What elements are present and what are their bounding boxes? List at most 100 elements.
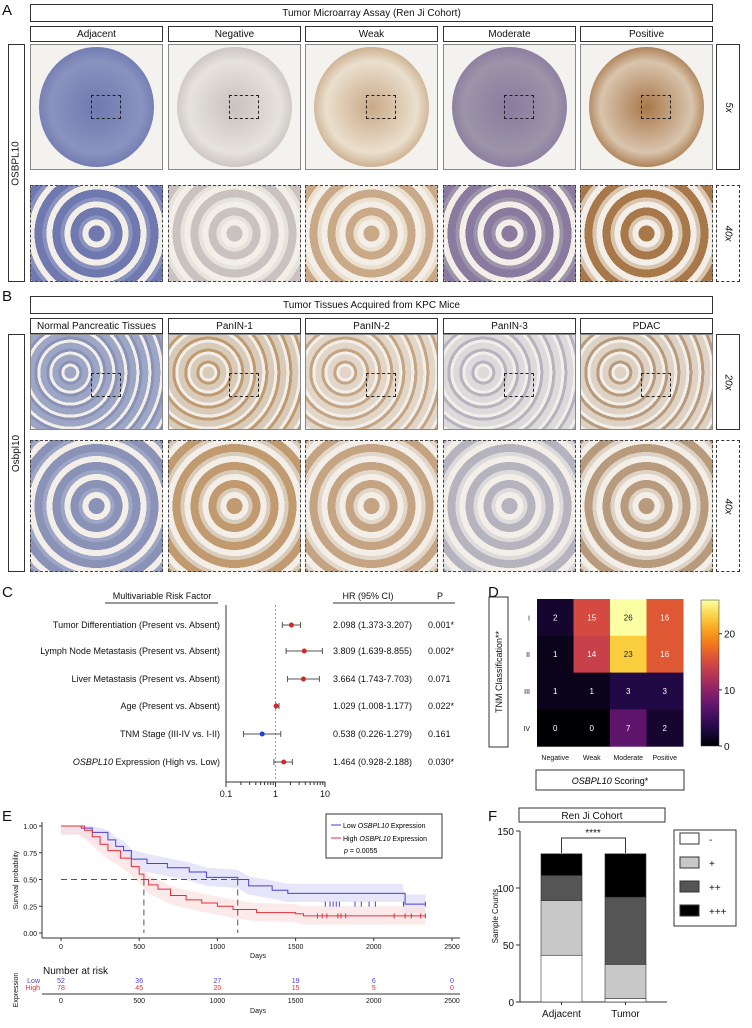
- colorbar: [700, 599, 720, 747]
- x-title-box: [535, 769, 685, 791]
- risk-count: 6: [372, 978, 376, 985]
- x-tick-label: 2000: [366, 944, 382, 951]
- p-value: 0.161: [428, 729, 451, 739]
- magnification-label: 40x: [716, 185, 740, 282]
- legend-swatch: [679, 832, 700, 845]
- magnification-label-text: 40x: [722, 225, 734, 242]
- magnification-label-text: 40x: [722, 497, 734, 515]
- column-header-text: Weak: [358, 28, 385, 40]
- tissue-image-low-mag: [30, 44, 163, 170]
- x-tick-label: 0: [59, 944, 63, 951]
- heatmap-row-label: III: [524, 689, 530, 696]
- column-header-text: PanIN-3: [491, 320, 528, 332]
- forest-header-factor: Multivariable Risk Factor: [113, 591, 212, 601]
- tissue-image-high-mag: [580, 440, 713, 572]
- column-header-text: PDAC: [632, 320, 661, 332]
- tissue-core: [39, 47, 154, 167]
- risk-count: 0: [450, 985, 454, 992]
- heatmap-col-label: Moderate: [613, 755, 643, 762]
- risk-factor-text: Expression (High vs. Low): [113, 757, 220, 767]
- bar-segment: [604, 853, 647, 898]
- risk-factor-text: Age (Present vs. Absent): [120, 701, 220, 711]
- tissue-image-low-mag: [580, 334, 713, 430]
- heatmap-row-label: II: [526, 652, 530, 659]
- zoom-region-box: [228, 373, 259, 398]
- magnification-label: 20x: [716, 334, 740, 430]
- heatmap-cell: [646, 635, 684, 674]
- heatmap-cell-value: 15: [587, 613, 596, 622]
- p-value: 0.030*: [428, 757, 455, 767]
- y-tick-label: 0.50: [23, 878, 37, 885]
- legend-label: High OSBPL10 Expression: [343, 836, 427, 843]
- risk-count: 15: [292, 985, 300, 992]
- hr-value: 1.029 (1.008-1.177): [333, 701, 412, 711]
- y-tick-label: 50: [503, 941, 515, 952]
- heatmap-cell-value: 0: [553, 724, 558, 733]
- risk-count: 52: [57, 978, 65, 985]
- legend-label: ++: [709, 883, 721, 894]
- panel_b-title-text: Tumor Tissues Acquired from KPC Mice: [283, 299, 460, 311]
- bar-segment: [604, 896, 647, 965]
- heatmap-cell-value: 14: [587, 650, 596, 659]
- x-tick-label: 1: [273, 789, 278, 799]
- x-title-text: Scoring*: [612, 776, 649, 786]
- hr-value: 3.809 (1.639-8.855): [333, 646, 412, 656]
- heatmap-cell: [646, 709, 684, 747]
- bar-segment: [604, 998, 647, 1003]
- hr-point: [301, 648, 307, 654]
- column-header: PDAC: [580, 318, 713, 334]
- significance-label: ****: [585, 828, 601, 839]
- magnification-label-text: 20x: [722, 373, 734, 391]
- tissue-image-high-mag: [30, 185, 163, 282]
- magnification-label: 40x: [716, 440, 740, 572]
- zoom-region-box: [365, 373, 396, 398]
- risk-count: 19: [292, 978, 300, 985]
- row-label: Osbpl10: [8, 334, 25, 572]
- tissue-image-low-mag: [443, 334, 576, 430]
- heatmap-cell: [537, 635, 574, 674]
- legend-swatch: [679, 904, 700, 917]
- risk-count: 36: [135, 978, 143, 985]
- heatmap-cell-value: 1: [553, 687, 558, 696]
- magnification-label: 5x: [716, 44, 740, 170]
- panel-label-d: D: [488, 584, 499, 601]
- column-header-text: PanIN-1: [216, 320, 253, 332]
- row-label: OSBPL10: [8, 44, 25, 282]
- heatmap-cell-value: 3: [626, 687, 631, 696]
- tissue-image-high-mag: [30, 440, 163, 572]
- legend-suffix: Expression: [389, 823, 426, 830]
- panel_b-title: Tumor Tissues Acquired from KPC Mice: [30, 296, 713, 314]
- x-tick-label: 2500: [444, 944, 460, 951]
- risk-x-tick-label: 1500: [288, 998, 304, 1005]
- zoom-region-box: [640, 95, 671, 120]
- heatmap-cell-value: 23: [624, 650, 633, 659]
- heatmap-col-label: Negative: [541, 755, 569, 762]
- bar-segment: [540, 853, 583, 876]
- heatmap-row-label: I: [528, 615, 530, 622]
- column-header-text: Adjacent: [77, 28, 116, 40]
- column-header: Positive: [580, 26, 713, 42]
- panel-label-c: C: [2, 584, 13, 601]
- heatmap-cell: [610, 709, 647, 747]
- column-header: PanIN-3: [443, 318, 576, 334]
- hr-point: [300, 676, 306, 682]
- legend-suffix: Expression: [390, 836, 427, 843]
- legend-swatch: [679, 856, 700, 869]
- heatmap-cell: [537, 672, 574, 710]
- heatmap-cell: [610, 672, 647, 710]
- f-title: Ren Ji Cohort: [561, 811, 622, 822]
- risk-count: 78: [57, 985, 65, 992]
- risk-factor-text: Liver Metastasis (Present vs. Absent): [71, 674, 220, 684]
- risk-count: 5: [372, 985, 376, 992]
- zoom-region-box: [365, 95, 396, 120]
- p-value: 0.071: [428, 674, 451, 684]
- column-header-text: Negative: [214, 28, 255, 40]
- colorbar-tick-label: 0: [724, 742, 730, 753]
- y-title-box: [488, 596, 509, 748]
- tissue-image-low-mag: [580, 44, 713, 170]
- risk-factor-text: Lymph Node Metastasis (Present vs. Absen…: [40, 646, 220, 656]
- zoom-region-box: [503, 95, 534, 120]
- risk-x-tick-label: 500: [133, 998, 145, 1005]
- heatmap-cell: [573, 709, 611, 747]
